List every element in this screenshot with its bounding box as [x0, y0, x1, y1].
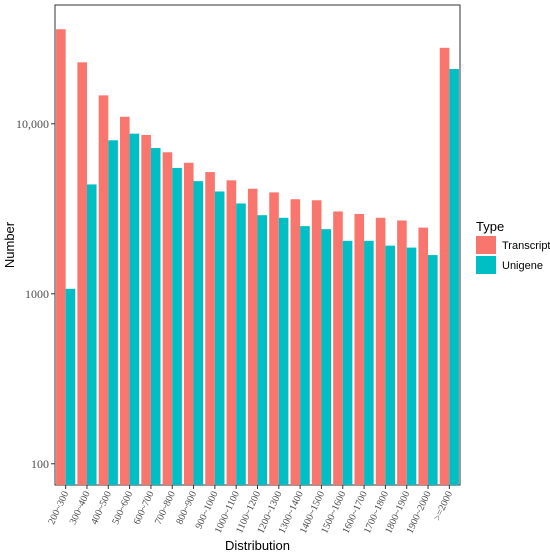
- bar-unigene-1: [86, 184, 97, 485]
- bar-transcript-8: [226, 180, 237, 485]
- bar-unigene-12: [321, 229, 332, 485]
- bar-transcript-10: [269, 192, 279, 485]
- y-axis: 100 1000 10,000: [16, 117, 55, 471]
- x-axis-title: Distribution: [225, 538, 290, 553]
- y-axis-title: Number: [2, 221, 17, 268]
- bar-unigene-17: [428, 255, 438, 485]
- bar-transcript-12: [311, 200, 322, 485]
- bar-unigene-15: [385, 245, 395, 485]
- legend: Type Transcript Unigene: [476, 219, 550, 274]
- bar-unigene-7: [214, 191, 225, 485]
- bar-unigene-10: [278, 217, 289, 485]
- y-tick-label: 10,000: [16, 117, 49, 131]
- y-tick-label: 1000: [25, 287, 49, 301]
- bar-transcript-16: [397, 220, 407, 485]
- x-axis: 200~300300~400400~500500~600600~700700~8…: [46, 485, 455, 535]
- bar-unigene-0: [65, 288, 76, 485]
- bar-unigene-5: [172, 167, 182, 485]
- bar-transcript-13: [333, 211, 343, 485]
- plot-area: [54, 4, 461, 486]
- bar-transcript-9: [247, 188, 258, 486]
- bar-transcript-15: [375, 217, 386, 485]
- legend-key-unigene: [476, 256, 496, 274]
- bar-unigene-13: [342, 240, 353, 485]
- bar-unigene-8: [236, 203, 246, 485]
- bar-transcript-2: [98, 95, 109, 486]
- bar-unigene-9: [257, 215, 268, 485]
- bar-transcript-11: [290, 199, 301, 486]
- legend-label-unigene: Unigene: [502, 260, 543, 272]
- legend-title: Type: [476, 219, 504, 234]
- bar-unigene-11: [300, 226, 310, 485]
- bar-transcript-6: [183, 162, 194, 485]
- bar-transcript-5: [162, 152, 173, 485]
- bar-transcript-7: [205, 172, 215, 485]
- bar-transcript-1: [77, 62, 87, 485]
- legend-key-transcript: [476, 236, 496, 254]
- bar-unigene-14: [364, 240, 374, 485]
- bar-transcript-18: [439, 47, 450, 486]
- bar-transcript-0: [56, 29, 66, 485]
- legend-label-transcript: Transcript: [502, 240, 550, 252]
- bar-unigene-3: [129, 133, 140, 486]
- bar-transcript-3: [120, 116, 130, 486]
- bar-unigene-18: [449, 69, 459, 485]
- bar-unigene-4: [150, 148, 161, 485]
- bars-group: [56, 29, 459, 486]
- bar-transcript-14: [354, 213, 365, 485]
- bar-unigene-6: [193, 181, 204, 485]
- x-tick-label: >=2000: [432, 490, 455, 523]
- bar-unigene-16: [406, 247, 417, 485]
- bar-transcript-4: [141, 134, 151, 485]
- bar-transcript-17: [418, 227, 429, 485]
- bar-unigene-2: [108, 140, 118, 485]
- y-tick-label: 100: [31, 457, 49, 471]
